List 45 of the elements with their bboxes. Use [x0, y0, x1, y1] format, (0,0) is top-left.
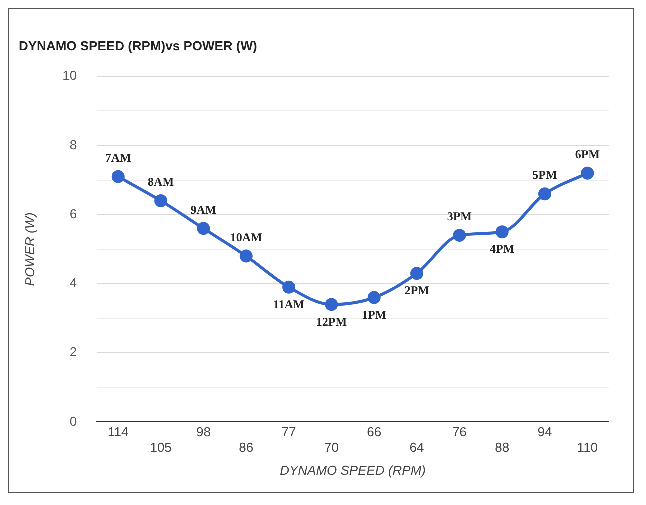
x-axis-title: DYNAMO SPEED (RPM) [280, 462, 426, 478]
point [282, 280, 296, 294]
chart-title: DYNAMO SPEED (RPM)vs POWER (W) [19, 38, 258, 54]
x-tick-label: 94 [538, 424, 552, 440]
annotation: 11AM [273, 298, 305, 312]
annotation: 1PM [362, 308, 387, 322]
x-tick-label: 76 [452, 424, 467, 440]
annotation: 6PM [575, 147, 600, 162]
point [538, 188, 552, 201]
point [581, 166, 594, 180]
point [154, 194, 168, 208]
annotation: 7AM [105, 150, 132, 165]
y-tick-label: 6 [70, 206, 78, 222]
y-axis-title: POWER (W) [22, 212, 38, 286]
point [197, 222, 210, 236]
x-tick-label: 110 [577, 440, 598, 456]
x-tick-label: 77 [282, 424, 296, 440]
y-tick-label: 2 [70, 344, 78, 360]
x-tick-label: 114 [108, 424, 129, 440]
point [453, 229, 466, 242]
x-tick-label: 64 [410, 440, 424, 456]
annotation: 3PM [447, 210, 472, 224]
point [410, 267, 424, 280]
y-tick-label: 10 [62, 68, 78, 84]
annotation: 2PM [404, 284, 430, 298]
annotation: 5PM [532, 168, 558, 182]
annotation: 9AM [190, 202, 217, 217]
point [240, 250, 253, 263]
point [368, 291, 381, 304]
x-tick-label: 86 [239, 440, 254, 456]
annotation: 10AM [230, 230, 262, 244]
y-tick-label: 8 [70, 137, 78, 152]
x-tick-label: 66 [367, 424, 382, 440]
annotation: 4PM [490, 242, 515, 256]
x-tick-label: 88 [495, 440, 510, 456]
point [325, 298, 338, 312]
x-tick-label: 70 [324, 440, 339, 456]
annotation: 12PM [316, 314, 348, 329]
y-tick-label: 0 [70, 414, 78, 429]
x-tick-label: 98 [196, 424, 211, 440]
point [496, 226, 509, 239]
point [112, 170, 125, 184]
annotation: 8AM [148, 175, 174, 190]
x-tick-label: 105 [150, 440, 172, 456]
y-tick-label: 4 [70, 276, 78, 291]
